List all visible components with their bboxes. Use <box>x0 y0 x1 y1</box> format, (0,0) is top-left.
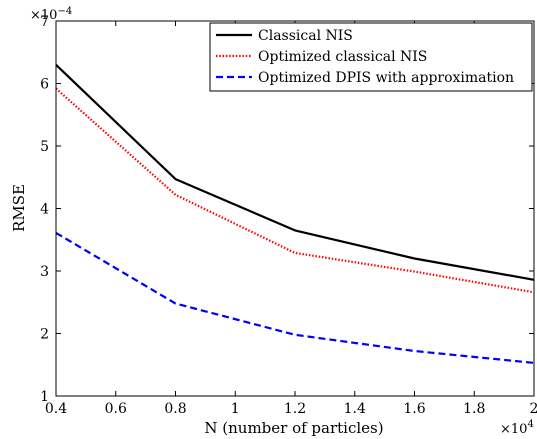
y-tick-label: 5 <box>40 139 49 155</box>
series-optimized-dpis-line <box>55 231 535 364</box>
y-tick-label: 3 <box>40 264 49 280</box>
y-tick-label: 6 <box>40 77 49 93</box>
series-classical-nis-line <box>55 64 535 281</box>
x-axis-label: N (number of particles) <box>204 419 383 437</box>
x-axis-exponent: ×104 <box>500 419 534 437</box>
y-axis-label: RMSE <box>10 184 28 232</box>
legend-label-classical-nis: Classical NIS <box>258 28 353 44</box>
legend-label-optimized-classical-nis: Optimized classical NIS <box>258 49 427 65</box>
x-tick-label: 0.4 <box>45 401 67 417</box>
x-tick-label: 0.6 <box>105 401 127 417</box>
x-tick-label: 1.4 <box>344 401 366 417</box>
legend-label-optimized-dpis: Optimized DPIS with approximation <box>258 70 514 86</box>
axis-ticks: 0.4 0.6 0.8 1 1.2 1.4 1.6 1.8 2 1 2 3 4 5 6 7 <box>40 14 537 417</box>
y-tick-label: 1 <box>40 389 49 405</box>
x-tick-label: 0.8 <box>164 401 186 417</box>
legend: Classical NIS Optimized classical NIS Op… <box>209 22 533 92</box>
x-tick-label: 1.2 <box>284 401 306 417</box>
x-tick-label: 2 <box>530 401 537 417</box>
y-axis-exponent: ×10−4 <box>30 6 72 23</box>
x-tick-label: 1.6 <box>403 401 425 417</box>
x-tick-label: 1.8 <box>463 401 485 417</box>
y-tick-label: 2 <box>40 327 49 343</box>
series-layer <box>55 64 535 364</box>
legend-box <box>209 22 533 92</box>
series-optimized-classical-nis-line <box>55 87 535 294</box>
y-tick-label: 4 <box>40 202 49 218</box>
x-tick-label: 1 <box>231 401 240 417</box>
y-tick-label: 7 <box>40 14 49 30</box>
